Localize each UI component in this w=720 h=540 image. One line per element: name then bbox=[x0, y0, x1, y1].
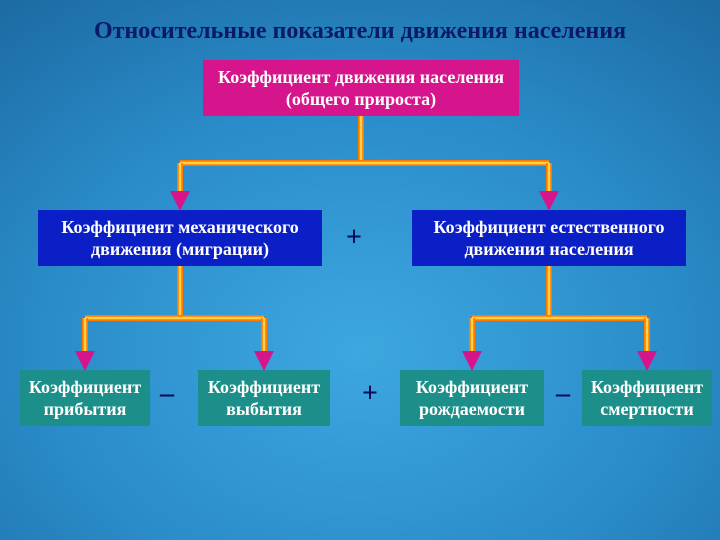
node-deathrate-line2: смертности bbox=[591, 398, 703, 421]
node-arrival-line2: прибытия bbox=[29, 398, 141, 421]
page-title: Относительные показатели движения населе… bbox=[0, 18, 720, 45]
node-departure-line1: Коэффициент bbox=[208, 376, 320, 399]
node-birthrate: Коэффициент рождаемости bbox=[400, 370, 544, 426]
node-mechanical: Коэффициент механического движения (мигр… bbox=[38, 210, 322, 266]
node-birthrate-line2: рождаемости bbox=[416, 398, 528, 421]
node-departure: Коэффициент выбытия bbox=[198, 370, 330, 426]
operator-plus-mid: + bbox=[346, 222, 362, 254]
node-arrival-line1: Коэффициент bbox=[29, 376, 141, 399]
node-mechanical-line2: движения (миграции) bbox=[61, 238, 298, 261]
node-deathrate-line1: Коэффициент bbox=[591, 376, 703, 399]
node-root: Коэффициент движения населения (общего п… bbox=[203, 60, 519, 116]
operator-plus-bot: + bbox=[362, 378, 378, 410]
node-natural: Коэффициент естественного движения насел… bbox=[412, 210, 686, 266]
node-birthrate-line1: Коэффициент bbox=[416, 376, 528, 399]
node-root-line2: (общего прироста) bbox=[218, 88, 504, 111]
node-deathrate: Коэффициент смертности bbox=[582, 370, 712, 426]
node-root-line1: Коэффициент движения населения bbox=[218, 66, 504, 89]
node-natural-line1: Коэффициент естественного bbox=[433, 216, 664, 239]
operator-minus-left: – bbox=[160, 378, 174, 410]
node-natural-line2: движения населения bbox=[433, 238, 664, 261]
node-departure-line2: выбытия bbox=[208, 398, 320, 421]
node-arrival: Коэффициент прибытия bbox=[20, 370, 150, 426]
operator-minus-right: – bbox=[556, 378, 570, 410]
node-mechanical-line1: Коэффициент механического bbox=[61, 216, 298, 239]
